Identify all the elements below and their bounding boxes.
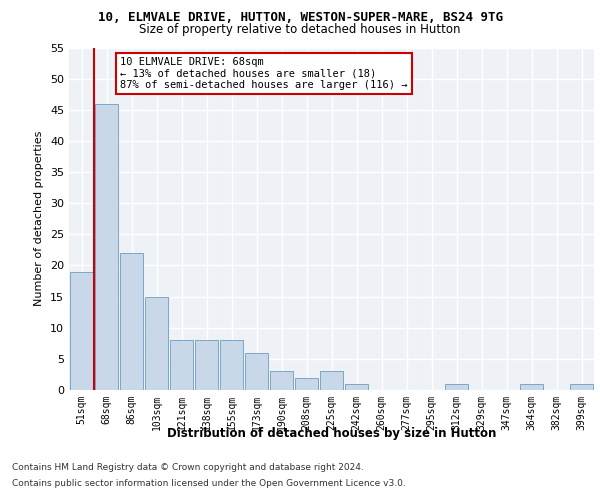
Y-axis label: Number of detached properties: Number of detached properties	[34, 131, 44, 306]
Bar	[220, 340, 243, 390]
Text: Contains public sector information licensed under the Open Government Licence v3: Contains public sector information licen…	[12, 478, 406, 488]
Bar	[195, 340, 218, 390]
Bar	[320, 372, 343, 390]
Bar	[345, 384, 368, 390]
Text: Size of property relative to detached houses in Hutton: Size of property relative to detached ho…	[139, 22, 461, 36]
Text: Distribution of detached houses by size in Hutton: Distribution of detached houses by size …	[167, 428, 496, 440]
Bar	[120, 253, 143, 390]
Text: Contains HM Land Registry data © Crown copyright and database right 2024.: Contains HM Land Registry data © Crown c…	[12, 464, 364, 472]
Text: 10 ELMVALE DRIVE: 68sqm
← 13% of detached houses are smaller (18)
87% of semi-de: 10 ELMVALE DRIVE: 68sqm ← 13% of detache…	[120, 57, 408, 90]
Bar	[520, 384, 543, 390]
Bar	[170, 340, 193, 390]
Bar	[95, 104, 118, 390]
Bar	[570, 384, 593, 390]
Text: 10, ELMVALE DRIVE, HUTTON, WESTON-SUPER-MARE, BS24 9TG: 10, ELMVALE DRIVE, HUTTON, WESTON-SUPER-…	[97, 11, 503, 24]
Bar	[270, 372, 293, 390]
Bar	[145, 296, 168, 390]
Bar	[295, 378, 318, 390]
Bar	[445, 384, 468, 390]
Bar	[70, 272, 93, 390]
Bar	[245, 352, 268, 390]
